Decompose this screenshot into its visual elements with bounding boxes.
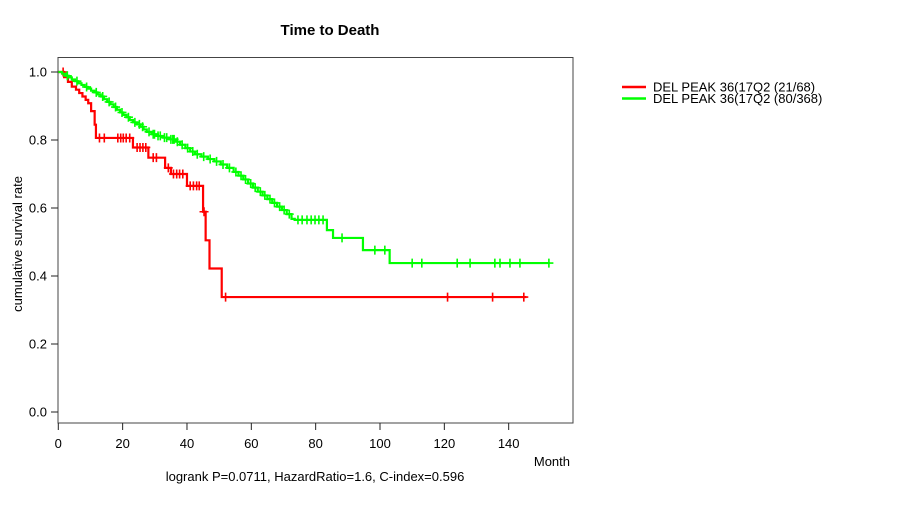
y-tick-label: 0.6 xyxy=(29,201,47,216)
series-layer xyxy=(58,67,554,302)
survival-curve-green xyxy=(58,70,550,265)
x-tick-label: 60 xyxy=(244,436,258,451)
y-axis-label: cumulative survival rate xyxy=(10,176,25,312)
x-tick-label: 20 xyxy=(115,436,129,451)
plot-box xyxy=(57,57,574,424)
x-tick-label: 80 xyxy=(308,436,322,451)
x-tick-label: 40 xyxy=(180,436,194,451)
footer-stats: logrank P=0.0711, HazardRatio=1.6, C-ind… xyxy=(166,469,465,484)
x-tick-label: 120 xyxy=(433,436,455,451)
y-tick-label: 0.4 xyxy=(29,269,47,284)
axes-layer: 0 20 40 60 80 100 120 140 0.0 0.2 0.4 0.6 0.8 1.0 xyxy=(29,65,520,452)
y-tick-label: 0.2 xyxy=(29,337,47,352)
y-tick-label: 1.0 xyxy=(29,65,47,80)
chart-title: Time to Death xyxy=(281,22,380,39)
censor-marks-green xyxy=(62,71,554,268)
x-axis-label: Month xyxy=(534,454,570,469)
x-tick-label: 0 xyxy=(55,436,62,451)
x-tick-label: 100 xyxy=(369,436,391,451)
legend: DEL PEAK 36(17Q2 (21/68) DEL PEAK 36(17Q… xyxy=(622,80,822,106)
legend-label-red: DEL PEAK 36(17Q2 (21/68) xyxy=(653,80,815,95)
y-tick-label: 0.8 xyxy=(29,133,47,148)
legend-label-green: DEL PEAK 36(17Q2 (80/368) xyxy=(653,91,822,106)
y-tick-label: 0.0 xyxy=(29,405,47,420)
x-tick-label: 140 xyxy=(498,436,520,451)
